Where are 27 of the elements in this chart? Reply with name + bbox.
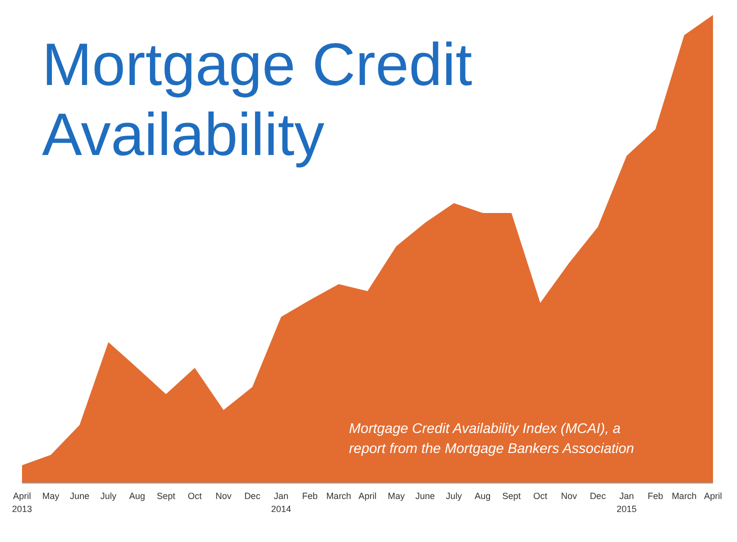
x-tick-label: Aug — [474, 491, 491, 501]
x-tick-label: Dec — [244, 491, 261, 501]
x-tick-label: March — [326, 491, 352, 501]
x-tick-label: Sept — [156, 491, 176, 501]
x-tick-label: April — [358, 491, 377, 501]
x-tick-label: July — [446, 491, 462, 501]
x-tick-label: Aug — [129, 491, 146, 501]
x-tick-label: Dec — [590, 491, 606, 501]
x-tick-label: Feb — [302, 491, 318, 501]
x-tick-label: Oct — [533, 491, 548, 501]
text: Mortgage Credit Availability — [42, 31, 473, 168]
x-tick-label: May — [42, 491, 60, 501]
x-tick-label: Oct — [188, 491, 202, 501]
x-tick-label: Jan 2014 — [271, 491, 292, 514]
x-tick-label: June — [415, 491, 435, 501]
annotation: Mortgage Credit Availability Index (MCAI), a report from the Mortgage Bankers Association — [349, 420, 634, 456]
x-tick-label: Nov — [561, 491, 578, 501]
x-tick-label: June — [70, 491, 90, 501]
x-tick-label: July — [100, 491, 117, 501]
x-tick-label: March — [672, 491, 697, 501]
x-tick-label: Jan 2015 — [616, 491, 637, 514]
x-tick-label: May — [388, 491, 406, 501]
x-tick-label: April — [704, 491, 722, 501]
x-tick-label: Feb — [648, 491, 664, 501]
x-tick-label: Nov — [216, 491, 232, 501]
x-tick-label: Sept — [502, 491, 522, 501]
x-tick-label: April 2013 — [12, 491, 32, 514]
